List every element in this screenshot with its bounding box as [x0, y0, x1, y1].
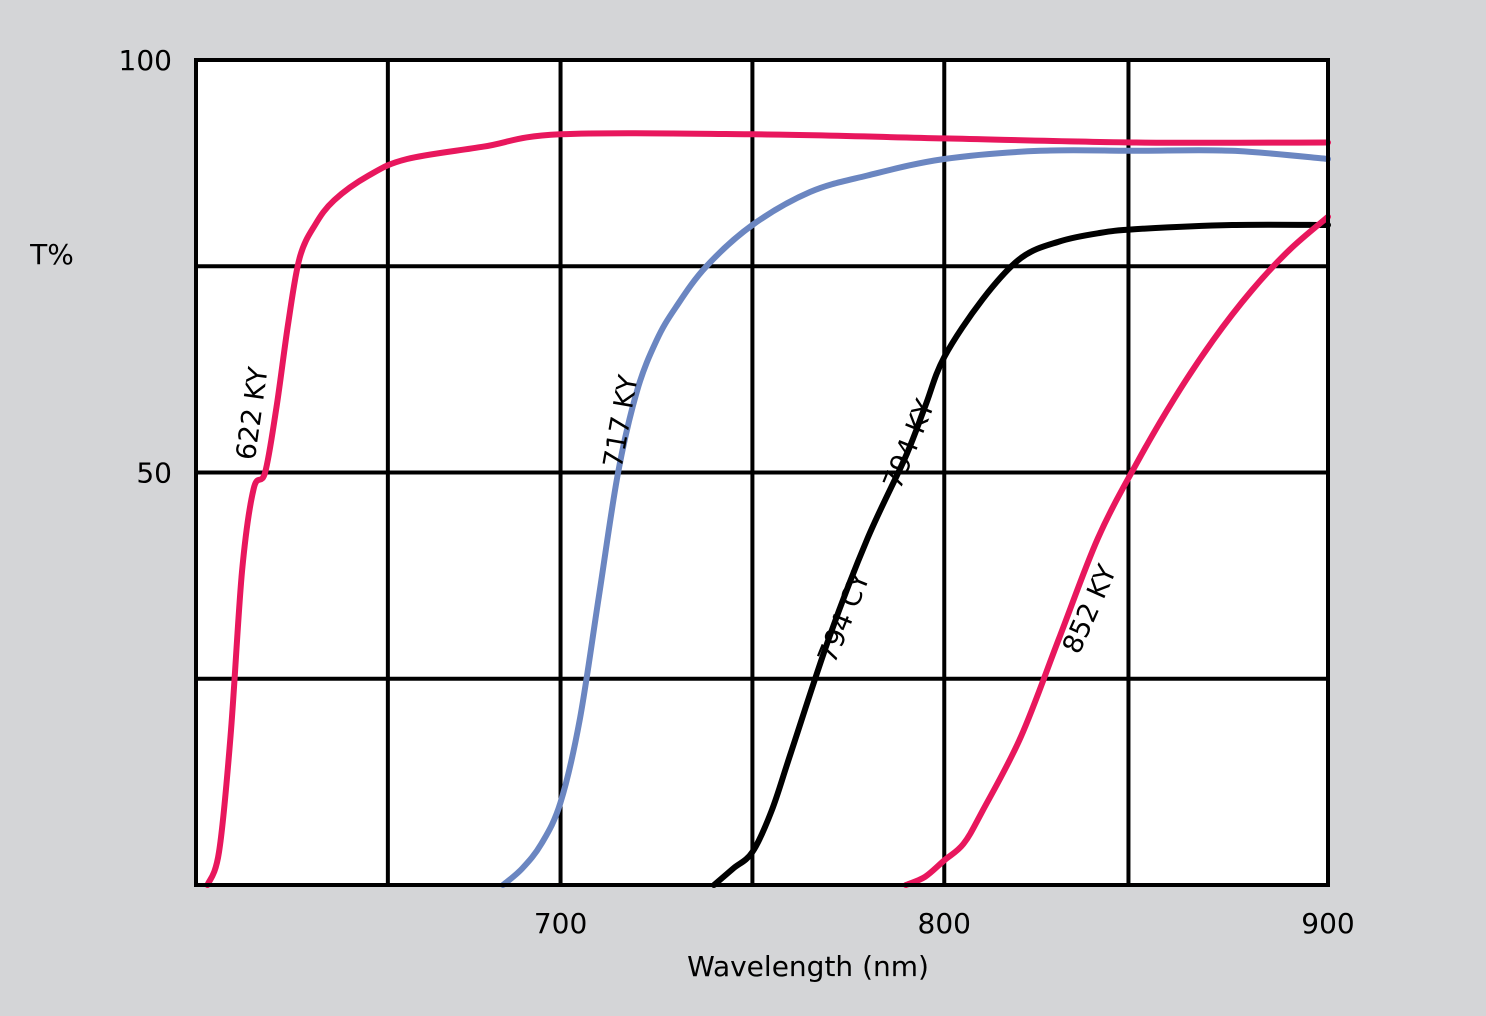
x-tick-700: 700: [534, 907, 587, 940]
x-axis-label: Wavelength (nm): [687, 950, 929, 983]
plot-frame: [194, 58, 1330, 887]
series-line-1: [500, 147, 1331, 888]
series-line-2: [711, 221, 1331, 888]
series-line-0: [204, 130, 1331, 888]
y-tick-labels: 50 100: [119, 44, 172, 490]
series-line-3: [902, 213, 1331, 888]
y-axis-label: T%: [29, 238, 74, 271]
x-tick-800: 800: [918, 907, 971, 940]
y-tick-100: 100: [119, 44, 172, 77]
x-tick-labels: 700 800 900: [534, 907, 1355, 940]
x-tick-900: 900: [1301, 907, 1354, 940]
y-tick-50: 50: [136, 457, 172, 490]
series-lines: [204, 130, 1331, 888]
